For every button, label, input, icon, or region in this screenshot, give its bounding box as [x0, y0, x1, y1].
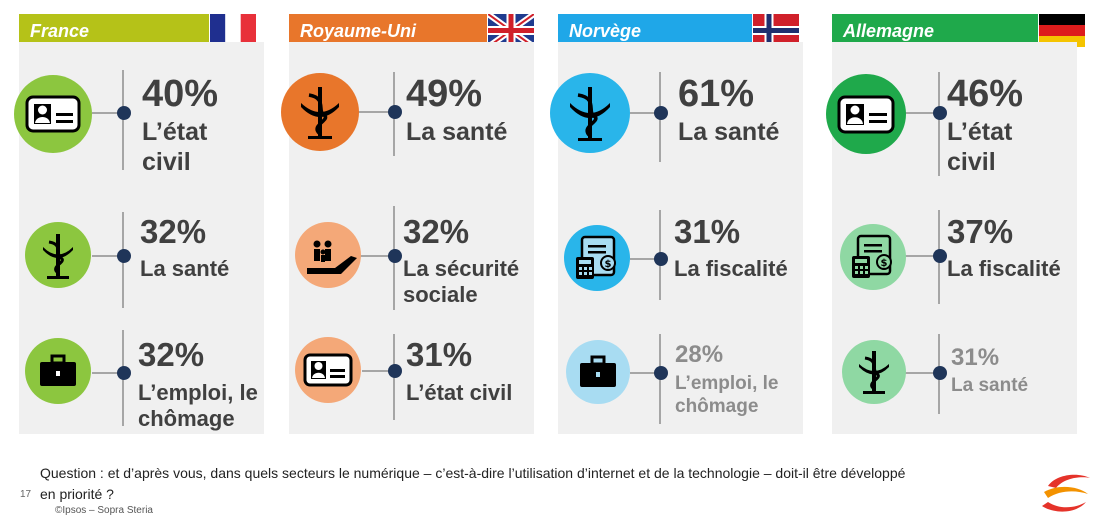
connector-line [904, 112, 939, 114]
label-line: L’état [142, 118, 208, 146]
label-line: La santé [678, 118, 780, 146]
uk-flag-icon [488, 14, 534, 47]
sector-label: La santé [678, 117, 779, 147]
sector-label: L’emploi, le chômage [138, 380, 258, 433]
connector-dot [933, 366, 947, 380]
country-title: France [30, 21, 90, 41]
percentage: 31% [951, 344, 1000, 371]
caduceus-icon [281, 73, 359, 151]
country-title: Royaume-Uni [300, 21, 417, 41]
id-card-icon [14, 75, 92, 153]
connector-dot [654, 252, 668, 266]
label-line: L’emploi, le [675, 373, 779, 394]
label-line: La santé [406, 118, 508, 146]
label-line: La fiscalité [674, 256, 788, 281]
label-line: L’emploi, le [138, 380, 258, 405]
tax-calculator-icon: $ [840, 224, 906, 290]
label-line: La fiscalité [947, 256, 1061, 281]
sector-label: La fiscalité [674, 256, 788, 282]
sector-label: La santé [951, 375, 1028, 398]
connector-dot [654, 106, 668, 120]
id-card-icon [826, 74, 906, 154]
caduceus-icon [842, 340, 906, 404]
copyright: ©Ipsos – Sopra Steria [55, 505, 153, 516]
connector-dot [117, 366, 131, 380]
label-line: chômage [138, 406, 235, 432]
connector-line [904, 255, 939, 257]
connector-dot [388, 249, 402, 263]
percentage: 32% [403, 213, 470, 250]
connector-dot [388, 364, 402, 378]
percentage: 32% [138, 336, 205, 373]
connector-dot [117, 106, 131, 120]
sector-label: L’état civil [947, 117, 1012, 177]
connector-line [630, 258, 660, 260]
percentage: 46% [947, 73, 1024, 115]
connector-line [360, 255, 394, 257]
sector-label: La santé [406, 117, 507, 147]
connector-dot [933, 106, 947, 120]
germany-flag-icon [1039, 14, 1085, 47]
connector-dot [117, 249, 131, 263]
label-line: sociale [403, 282, 478, 308]
sector-label: La santé [140, 256, 229, 282]
percentage: 40% [142, 73, 219, 115]
percentage: 61% [678, 73, 755, 115]
page-number: 17 [20, 489, 32, 500]
sopra-steria-logo [1042, 474, 1090, 512]
label-line: La santé [951, 375, 1029, 396]
connector-line [122, 70, 124, 170]
family-hand-icon [295, 222, 361, 288]
label-line: civil [142, 148, 191, 176]
caduceus-icon [25, 222, 91, 288]
survey-question: Question : et d’après vous, dans quels s… [40, 465, 906, 502]
percentage: 31% [406, 336, 473, 373]
tax-calculator-icon: $ [564, 225, 630, 291]
country-title: Allemagne [843, 21, 935, 41]
label-line: La santé [140, 256, 230, 281]
connector-line [630, 372, 660, 374]
svg-text:$: $ [605, 259, 612, 270]
connector-line [92, 255, 124, 257]
connector-dot [933, 249, 947, 263]
france-flag-icon [210, 14, 256, 47]
briefcase-icon [566, 340, 630, 404]
connector-line [92, 372, 124, 374]
percentage: 32% [140, 213, 207, 250]
svg-text:$: $ [881, 258, 888, 269]
connector-dot [388, 105, 402, 119]
caduceus-icon [550, 73, 630, 153]
connector-line [630, 112, 660, 114]
percentage: 31% [674, 213, 741, 250]
briefcase-icon [25, 338, 91, 404]
percentage: 37% [947, 213, 1014, 250]
label-line: L’état civil [406, 380, 513, 405]
label-line: civil [947, 148, 996, 176]
percentage: 28% [675, 341, 724, 368]
label-line: chômage [675, 395, 759, 417]
connector-line [92, 112, 124, 114]
sector-label: L’emploi, le chômage [675, 373, 778, 419]
connector-line [362, 370, 394, 372]
label-line: L’état [947, 118, 1013, 146]
connector-line [938, 72, 940, 176]
sector-label: La fiscalité [947, 256, 1061, 282]
id-card-icon [295, 337, 361, 403]
percentage: 49% [406, 73, 483, 115]
norway-flag-icon [753, 14, 799, 47]
sector-label: L’état civil [142, 117, 207, 177]
connector-dot [654, 366, 668, 380]
country-title: Norvège [569, 21, 642, 41]
sector-label: La sécurité sociale [403, 256, 519, 309]
sector-label: L’état civil [406, 380, 512, 406]
connector-line [358, 111, 394, 113]
connector-line [904, 372, 939, 374]
label-line: La sécurité [403, 256, 520, 281]
